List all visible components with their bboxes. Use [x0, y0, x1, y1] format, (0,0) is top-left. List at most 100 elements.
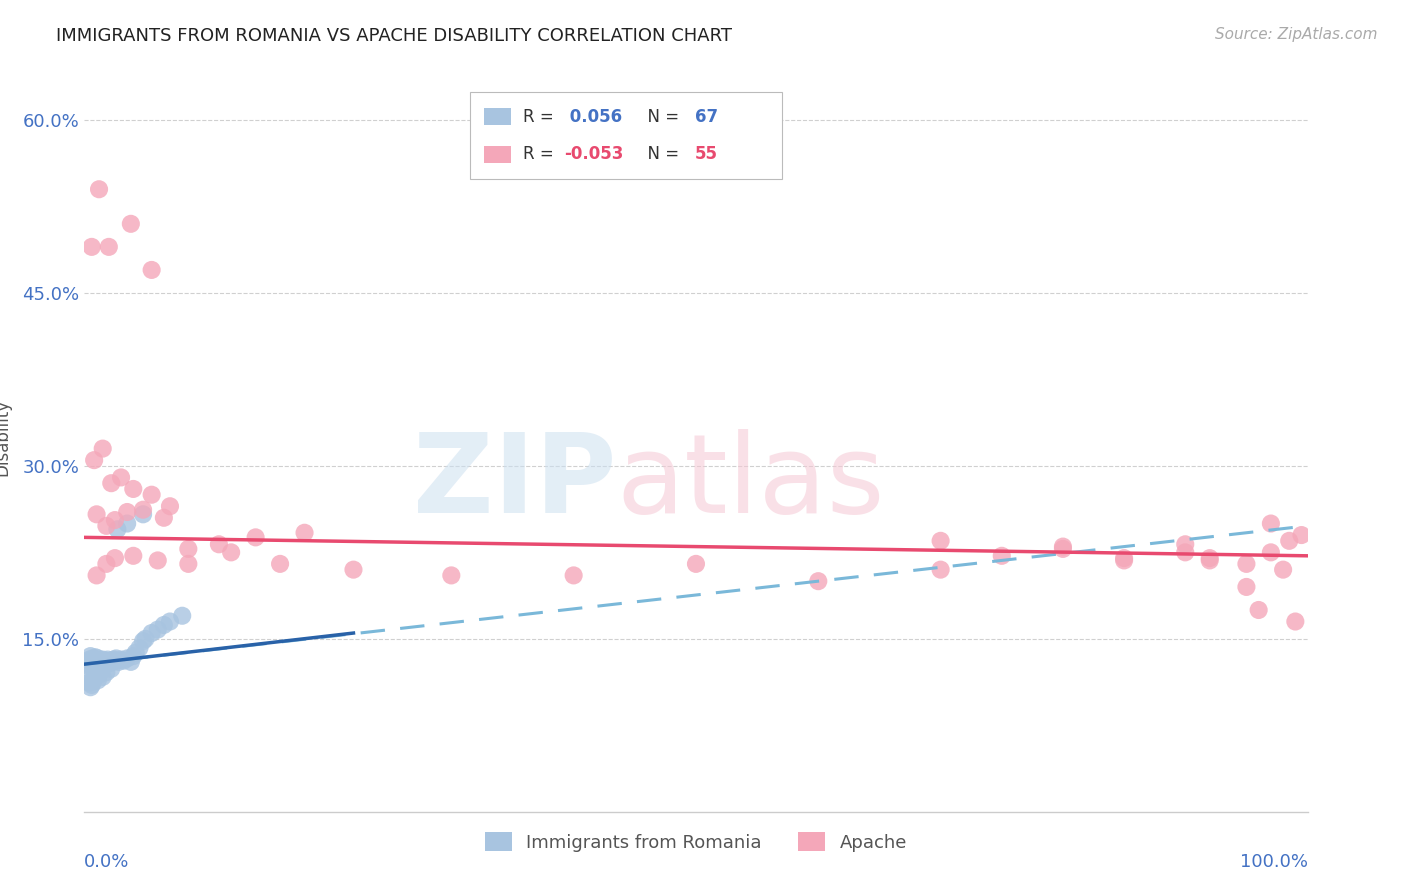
Bar	[484, 146, 512, 162]
Point	[440, 568, 463, 582]
Text: IMMIGRANTS FROM ROMANIA VS APACHE DISABILITY CORRELATION CHART: IMMIGRANTS FROM ROMANIA VS APACHE DISABI…	[56, 27, 733, 45]
Point	[77, 659, 100, 673]
Point	[1052, 541, 1074, 556]
Point	[141, 488, 163, 502]
Point	[86, 666, 108, 681]
Text: 100.0%: 100.0%	[1240, 853, 1308, 871]
Point	[100, 476, 122, 491]
Point	[177, 557, 200, 571]
Point	[83, 671, 105, 685]
Point	[87, 182, 110, 196]
Point	[219, 545, 242, 559]
Point	[80, 678, 103, 692]
Text: N =: N =	[637, 145, 685, 163]
Point	[84, 656, 107, 670]
Point	[1052, 540, 1074, 554]
Point	[1278, 533, 1301, 548]
Point	[101, 655, 124, 669]
Text: atlas: atlas	[616, 428, 884, 535]
Point	[86, 658, 108, 673]
Point	[929, 563, 952, 577]
Point	[80, 240, 103, 254]
Point	[1260, 545, 1282, 559]
Text: ZIP: ZIP	[413, 428, 616, 535]
Point	[91, 658, 114, 673]
Point	[77, 657, 100, 672]
Point	[93, 655, 115, 669]
Point	[80, 654, 103, 668]
Point	[83, 655, 105, 669]
Point	[122, 549, 145, 563]
Point	[153, 510, 176, 524]
Point	[107, 655, 129, 669]
Bar	[470, 93, 782, 178]
Point	[112, 654, 135, 668]
Text: 0.056: 0.056	[564, 108, 621, 126]
Point	[79, 656, 101, 670]
Text: 67: 67	[695, 108, 718, 126]
Point	[110, 652, 132, 666]
Point	[86, 654, 108, 668]
Point	[1198, 553, 1220, 567]
Point	[120, 217, 142, 231]
Point	[87, 651, 110, 665]
Point	[1114, 551, 1136, 566]
Point	[100, 662, 122, 676]
Text: Source: ZipAtlas.com: Source: ZipAtlas.com	[1215, 27, 1378, 42]
Point	[89, 664, 111, 678]
Point	[141, 263, 163, 277]
Point	[132, 502, 155, 516]
Point	[1174, 537, 1197, 551]
Point	[132, 634, 155, 648]
Point	[562, 568, 585, 582]
Point	[98, 656, 121, 670]
Text: -0.053: -0.053	[564, 145, 623, 163]
Point	[115, 505, 138, 519]
Point	[1114, 553, 1136, 567]
Point	[1198, 551, 1220, 566]
Point	[1260, 516, 1282, 531]
Point	[97, 240, 120, 254]
Y-axis label: Disability: Disability	[0, 399, 11, 475]
Point	[96, 557, 118, 571]
Point	[122, 482, 145, 496]
Point	[82, 674, 104, 689]
Point	[96, 519, 118, 533]
Point	[132, 508, 155, 522]
Point	[86, 508, 108, 522]
Text: N =: N =	[637, 108, 685, 126]
Point	[128, 640, 150, 655]
Point	[929, 533, 952, 548]
Point	[77, 652, 100, 666]
Point	[122, 649, 145, 664]
Point	[96, 665, 118, 680]
Point	[146, 623, 169, 637]
Point	[103, 652, 125, 666]
Point	[172, 608, 194, 623]
Point	[1174, 545, 1197, 559]
Point	[79, 680, 101, 694]
Point	[1272, 563, 1295, 577]
Point	[104, 654, 127, 668]
Point	[83, 659, 105, 673]
Point	[146, 553, 169, 567]
Point	[87, 673, 110, 688]
Point	[84, 650, 107, 665]
Point	[104, 551, 127, 566]
Point	[80, 658, 103, 673]
Point	[807, 574, 830, 589]
Text: R =: R =	[523, 145, 560, 163]
Text: 0.0%: 0.0%	[84, 853, 129, 871]
Point	[77, 675, 100, 690]
Point	[1236, 580, 1258, 594]
Point	[135, 632, 157, 646]
Point	[82, 657, 104, 672]
Point	[115, 651, 138, 665]
Point	[91, 670, 114, 684]
Point	[87, 659, 110, 673]
Point	[110, 470, 132, 484]
Point	[991, 549, 1014, 563]
Text: 55: 55	[695, 145, 717, 163]
Point	[89, 654, 111, 668]
Point	[94, 654, 117, 668]
